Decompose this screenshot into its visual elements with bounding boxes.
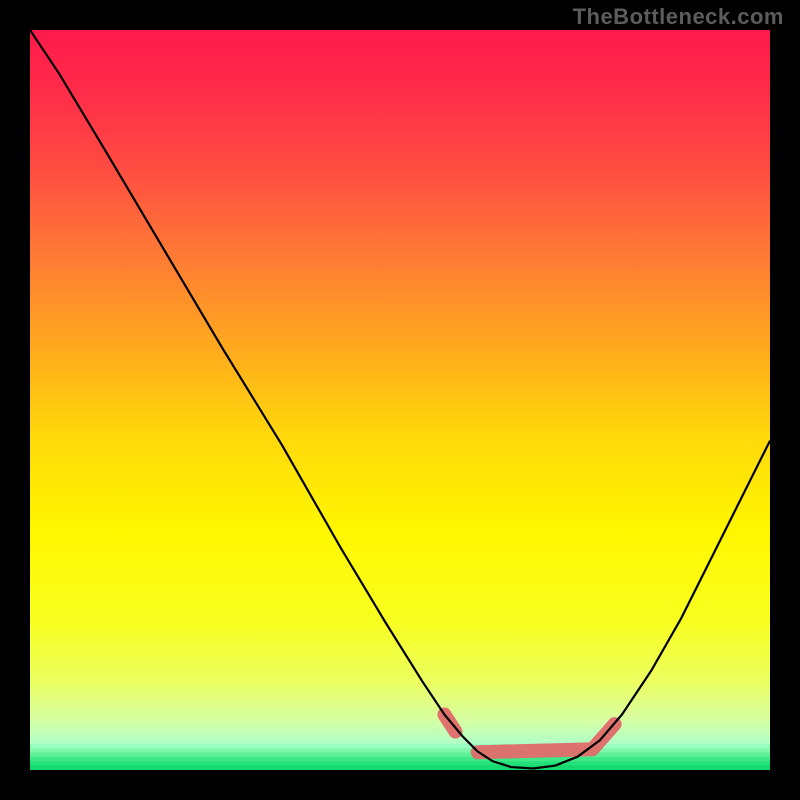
chart-canvas: TheBottleneck.com (0, 0, 800, 800)
bottleneck-curve (30, 30, 770, 769)
highlight-path (444, 715, 614, 753)
plot-area (30, 30, 770, 770)
watermark-text: TheBottleneck.com (573, 4, 784, 30)
curve-layer (30, 30, 770, 770)
